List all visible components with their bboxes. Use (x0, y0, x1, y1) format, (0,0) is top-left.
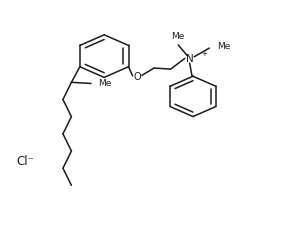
Text: Me: Me (217, 42, 230, 52)
Text: Cl⁻: Cl⁻ (17, 155, 34, 168)
Text: +: + (201, 51, 207, 57)
Text: N: N (186, 54, 194, 64)
Text: Me: Me (172, 32, 185, 41)
Text: Me: Me (98, 79, 111, 88)
Text: O: O (133, 72, 141, 82)
